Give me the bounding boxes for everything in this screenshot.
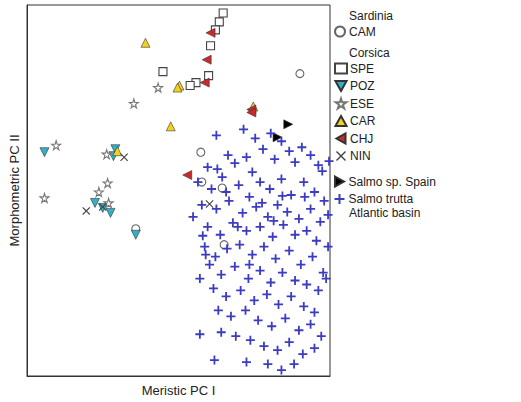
svg-text:NIN: NIN xyxy=(350,149,371,163)
svg-text:POZ: POZ xyxy=(350,79,375,93)
svg-text:SPE: SPE xyxy=(350,62,374,76)
svg-text:CAM: CAM xyxy=(349,25,376,39)
svg-text:CHJ: CHJ xyxy=(350,132,373,146)
svg-text:Atlantic basin: Atlantic basin xyxy=(349,206,420,220)
svg-text:Corsica: Corsica xyxy=(349,46,390,60)
svg-text:Meristic PC I: Meristic PC I xyxy=(142,383,216,398)
svg-text:Salmo trutta: Salmo trutta xyxy=(349,192,414,206)
svg-text:ESE: ESE xyxy=(350,97,374,111)
svg-text:CAR: CAR xyxy=(350,114,376,128)
svg-text:Sardinia: Sardinia xyxy=(349,9,393,23)
svg-text:Salmo sp. Spain: Salmo sp. Spain xyxy=(349,175,436,189)
svg-text:Morphometric PC II: Morphometric PC II xyxy=(7,135,22,247)
